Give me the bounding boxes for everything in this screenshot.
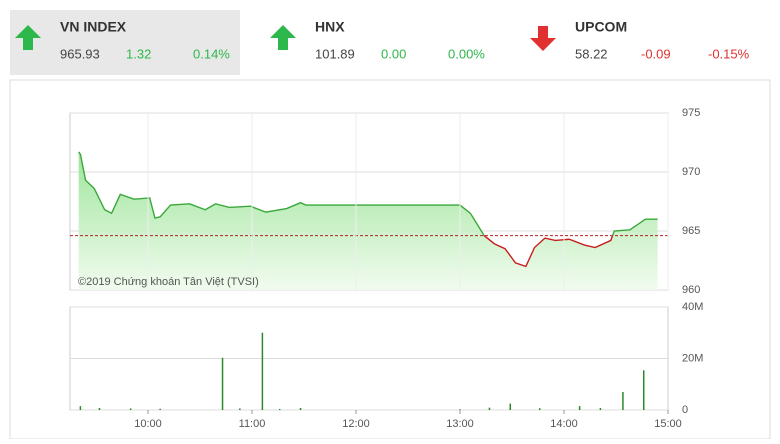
volume-bar [98,407,101,410]
volume-bar [221,357,224,410]
index-name: UPCOM [575,19,627,35]
volume-bar [509,403,512,410]
volume-bar [538,408,541,410]
x-tick-label: 14:00 [550,418,578,430]
volume-bar [459,409,461,410]
watermark: ©2019 Chứng khoán Tân Việt (TVSI) [78,276,259,288]
index-name: VN INDEX [60,19,127,35]
volume-bar [261,332,264,410]
y-tick-label: 20M [682,352,703,364]
volume-bar [622,391,624,410]
index-value: 58.22 [575,46,608,61]
index-change: 1.32 [126,46,151,61]
volume-bar [129,408,132,410]
volume-bar [278,408,281,410]
index-value: 965.93 [60,46,100,61]
y-tick-label: 970 [682,166,700,178]
x-tick-label: 11:00 [239,418,266,430]
y-tick-label: 0 [682,404,688,416]
index-change: -0.09 [641,46,671,61]
index-change-pct: 0.14% [193,46,230,61]
price-area [78,151,658,290]
index-name: HNX [315,19,345,35]
volume-bar [239,408,241,410]
volume-bar [79,406,82,410]
x-tick-label: 15:00 [654,418,682,430]
x-tick-label: 10:00 [134,418,162,430]
x-tick-label: 12:00 [342,418,370,430]
index-change-pct: -0.15% [708,46,750,61]
index-value: 101.89 [315,46,355,61]
volume-bar [488,407,491,410]
index-change: 0.00 [381,46,406,61]
arrow-up [15,25,41,50]
price-line [78,151,658,268]
y-tick-label: 965 [682,225,700,237]
selected-tab [10,10,240,75]
arrow-up [270,25,296,50]
volume-bar [642,370,645,410]
volume-bar [578,406,581,410]
y-tick-label: 960 [682,284,700,296]
y-tick-label: 40M [682,301,703,313]
index-change-pct: 0.00% [448,46,485,61]
y-tick-label: 975 [682,107,700,119]
arrow-down [530,26,556,51]
volume-bar [599,407,602,410]
x-tick-label: 13:00 [446,418,474,430]
volume-bar [159,408,161,410]
volume-bar [299,407,302,410]
